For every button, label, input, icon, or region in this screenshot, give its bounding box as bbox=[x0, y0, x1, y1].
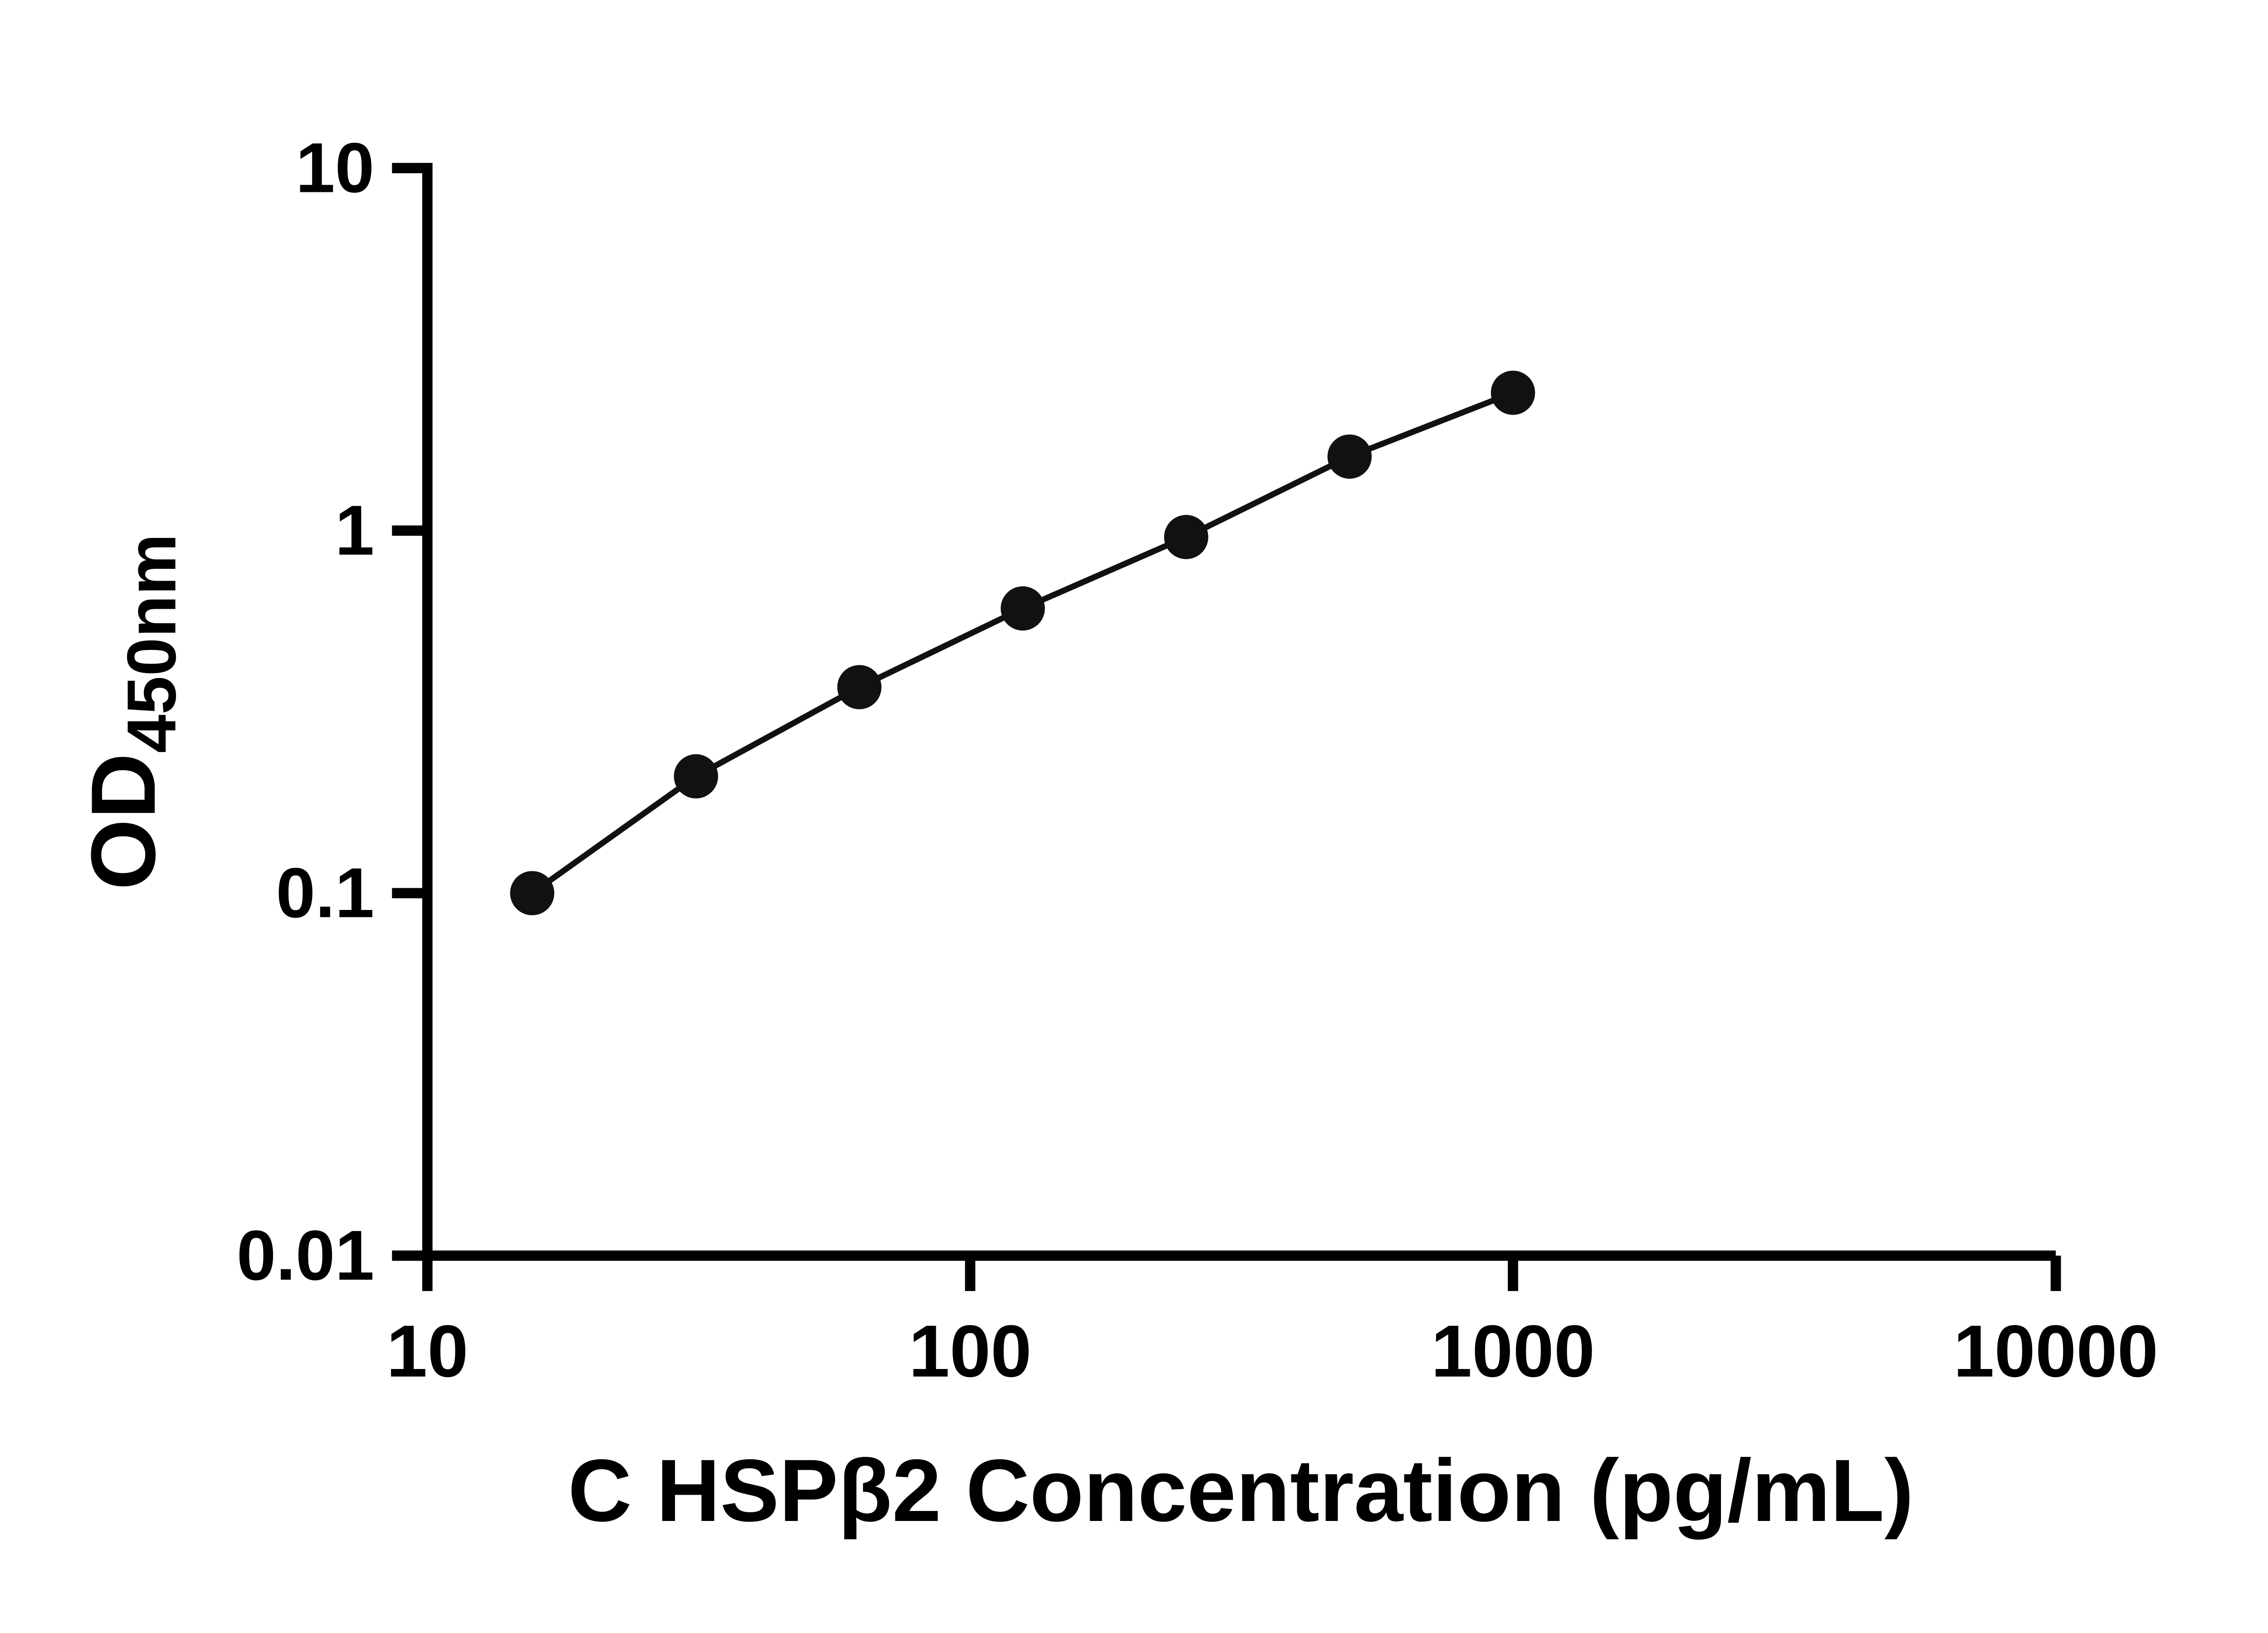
data-point bbox=[1491, 371, 1535, 415]
x-tick-label: 10000 bbox=[1953, 1310, 2158, 1393]
plot-area: 0.01 0.1 1 10 10 100 1000 10000 bbox=[237, 129, 2158, 1393]
data-point bbox=[1327, 434, 1372, 479]
data-point bbox=[674, 754, 719, 799]
x-tick-label: 10 bbox=[386, 1310, 469, 1393]
axis-spine bbox=[422, 163, 2056, 1261]
x-tick-label: 100 bbox=[909, 1310, 1031, 1393]
y-tick-label: 0.1 bbox=[276, 854, 374, 933]
data-point bbox=[510, 871, 555, 915]
data-point bbox=[837, 665, 882, 709]
x-axis-title: C HSPβ2 Concentration (pg/mL) bbox=[568, 1442, 1914, 1540]
x-tick-label: 1000 bbox=[1431, 1310, 1595, 1393]
y-tick-label: 1 bbox=[335, 491, 374, 570]
y-axis-title: OD450nm bbox=[72, 533, 190, 890]
y-axis-title-main: OD bbox=[72, 753, 174, 890]
data-point bbox=[1164, 515, 1208, 559]
data-point bbox=[1001, 586, 1045, 631]
y-tick-label: 10 bbox=[296, 129, 374, 208]
y-tick-label: 0.01 bbox=[237, 1216, 375, 1295]
y-axis-title-sub: 450nm bbox=[113, 533, 191, 753]
